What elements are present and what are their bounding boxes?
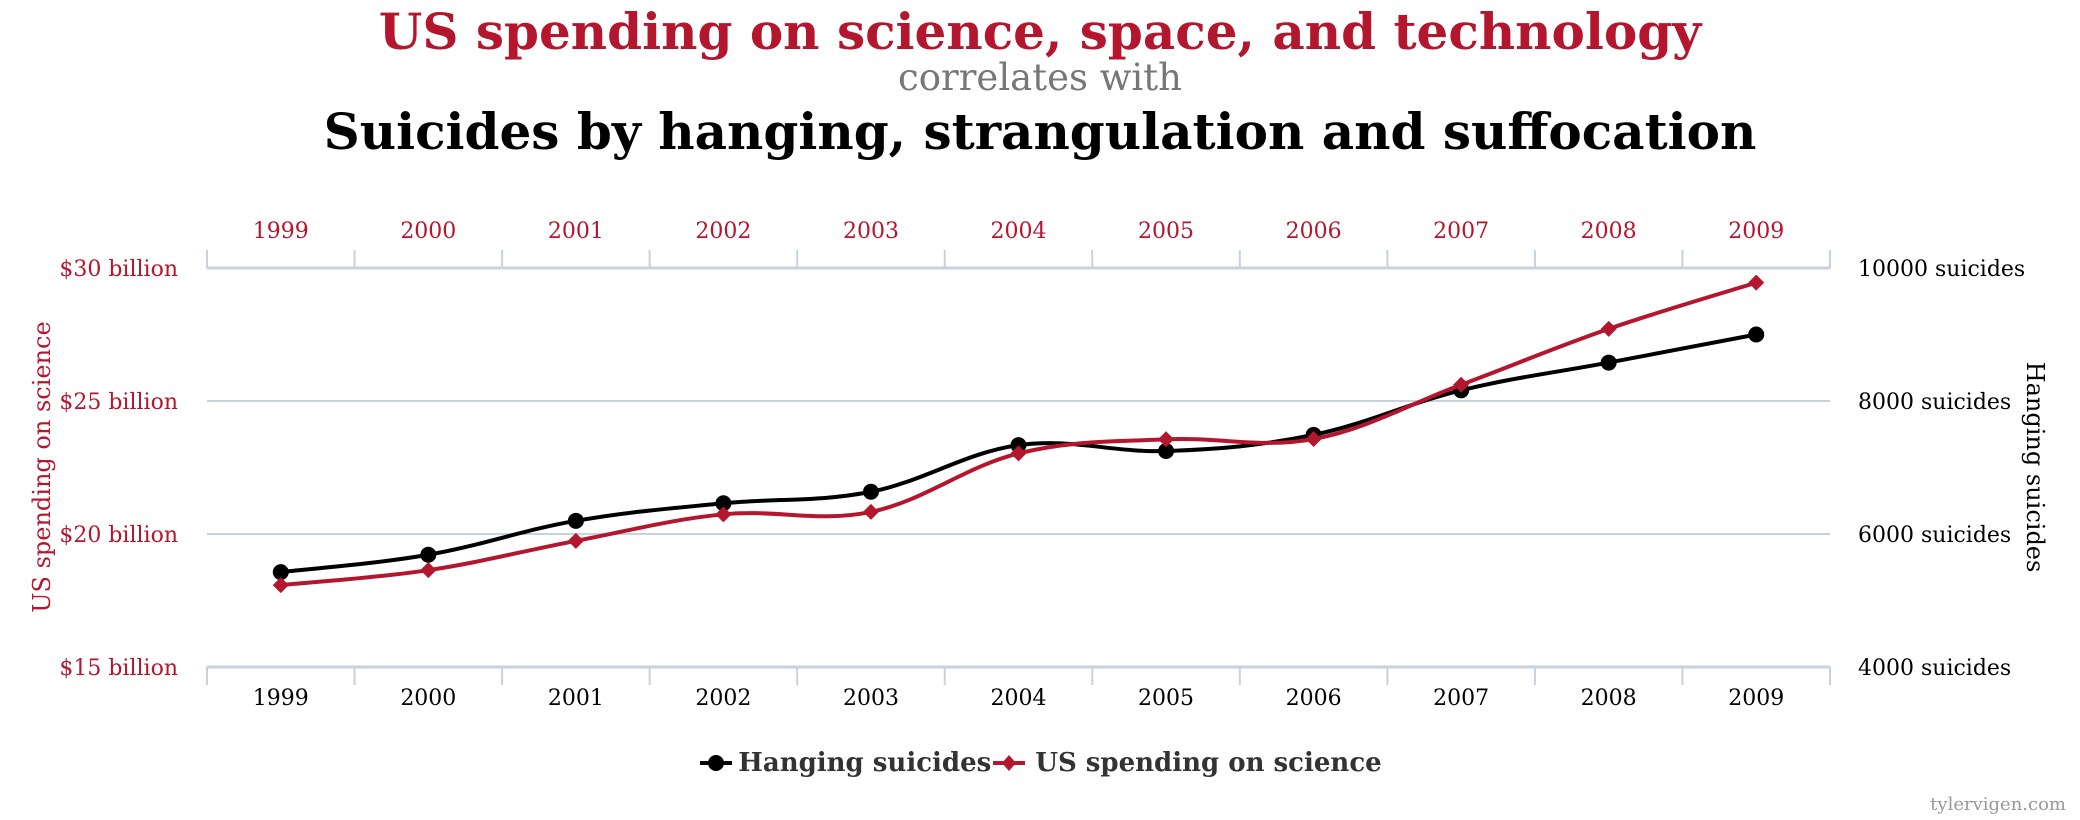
x-tick-label-top: 2000	[400, 219, 456, 244]
x-tick-label-bottom: 2004	[991, 686, 1047, 711]
x-tick-label-top: 1999	[253, 219, 309, 244]
x-tick-label-top: 2001	[548, 219, 604, 244]
x-tick-label-bottom: 1999	[253, 686, 309, 711]
data-point-spending	[1010, 445, 1027, 462]
x-tick-label-bottom: 2005	[1138, 686, 1194, 711]
data-point-hanging	[1158, 443, 1175, 460]
x-tick-label-bottom: 2000	[400, 686, 456, 711]
grid-lines	[207, 266, 1830, 669]
axes: 1999 2000 2001 2002 2003 2004 2005 2006 2007 2008…	[59, 219, 2025, 711]
circle-marker-icon	[700, 755, 733, 771]
data-point-spending	[1305, 431, 1322, 448]
x-tick-label-top: 2002	[695, 219, 751, 244]
data-point-hanging	[862, 483, 879, 500]
y-tick-label-left: $30 billion	[59, 257, 178, 282]
chart-title-connector: correlates with	[898, 56, 1182, 99]
x-tick-label-bottom: 2008	[1581, 686, 1637, 711]
y-tick-label-left: $20 billion	[59, 523, 178, 548]
data-point-hanging	[420, 546, 437, 563]
chart-title-series-a: US spending on science, space, and techn…	[378, 2, 1702, 61]
data-point-spending	[420, 562, 437, 579]
data-point-spending	[567, 532, 584, 549]
y-tick-label-left: $25 billion	[59, 390, 178, 415]
chart-title-series-b: Suicides by hanging, strangulation and s…	[323, 102, 1757, 161]
data-point-spending	[272, 577, 289, 594]
legend-label-spending: US spending on science	[1035, 748, 1382, 778]
x-tick-label-bottom: 2009	[1728, 686, 1784, 711]
y-tick-label-left: $15 billion	[59, 656, 178, 681]
y-tick-label-right: 10000 suicides	[1858, 257, 2025, 282]
x-tick-label-bottom: 2003	[843, 686, 899, 711]
data-point-spending	[1453, 376, 1470, 393]
y-tick-label-right: 8000 suicides	[1858, 390, 2011, 415]
x-tick-label-top: 2007	[1433, 219, 1489, 244]
data-point-hanging	[715, 495, 732, 512]
data-point-hanging	[1600, 354, 1617, 371]
data-point-hanging	[1010, 437, 1027, 454]
data-point-hanging	[567, 512, 584, 529]
x-tick-label-top: 2005	[1138, 219, 1194, 244]
right-axis-title: Hanging suicides	[2021, 362, 2049, 573]
series	[272, 274, 1765, 594]
legend-item-spending[interactable]: US spending on science	[991, 748, 1382, 778]
y-tick-label-right: 6000 suicides	[1858, 523, 2011, 548]
data-point-hanging	[1748, 326, 1765, 343]
x-tick-label-bottom: 2007	[1433, 686, 1489, 711]
data-point-spending	[715, 506, 732, 523]
data-point-spending	[862, 503, 879, 520]
x-tick-label-top: 2004	[991, 219, 1047, 244]
data-point-hanging	[272, 564, 289, 581]
x-tick-label-top: 2008	[1581, 219, 1637, 244]
legend: Hanging suicides US spending on science	[0, 748, 2080, 778]
data-point-spending	[1600, 320, 1617, 337]
data-point-spending	[1748, 274, 1765, 291]
diamond-marker-icon	[993, 755, 1026, 771]
x-tick-label-top: 2003	[843, 219, 899, 244]
x-tick-label-bottom: 2001	[548, 686, 604, 711]
data-point-spending	[1158, 431, 1175, 448]
x-tick-label-top: 2006	[1286, 219, 1342, 244]
x-tick-label-bottom: 2002	[695, 686, 751, 711]
x-tick-label-bottom: 2006	[1286, 686, 1342, 711]
x-tick-label-top: 2009	[1728, 219, 1784, 244]
legend-label-hanging: Hanging suicides	[738, 748, 992, 778]
legend-item-hanging[interactable]: Hanging suicides	[698, 748, 991, 778]
watermark: tylervigen.com	[1930, 794, 2066, 815]
y-tick-label-right: 4000 suicides	[1858, 656, 2011, 681]
left-axis-title: US spending on science	[28, 321, 56, 612]
